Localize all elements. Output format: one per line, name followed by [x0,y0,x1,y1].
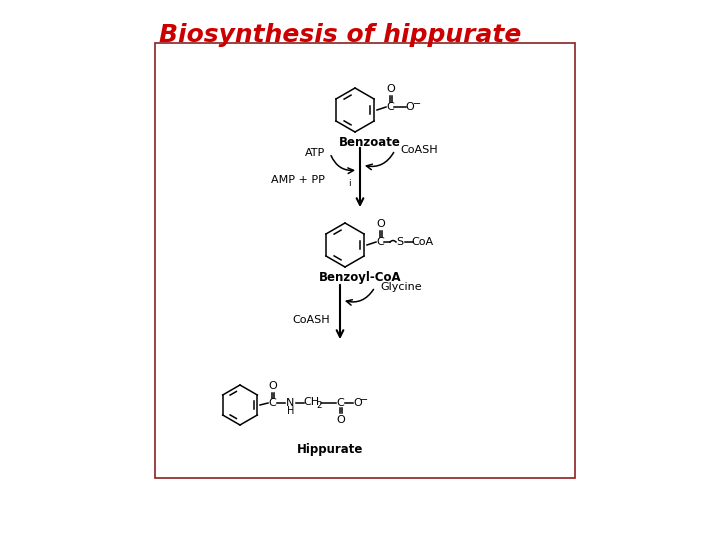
Text: CoASH: CoASH [400,145,438,155]
Text: −: − [360,395,368,405]
Text: O: O [269,381,277,391]
Text: C: C [268,398,276,408]
Text: O: O [354,398,362,408]
Text: S: S [397,237,404,247]
Bar [155,43,575,478]
Text: CoASH: CoASH [292,315,330,325]
Text: O: O [337,415,346,425]
Text: CoA: CoA [411,237,433,247]
Text: C: C [376,237,384,247]
Text: Biosynthesis of hippurate: Biosynthesis of hippurate [159,23,521,47]
Text: H: H [287,406,294,416]
Text: CH: CH [303,397,319,407]
Text: ATP: ATP [305,148,325,158]
Text: Benzoate: Benzoate [339,136,401,148]
Text: 2: 2 [316,402,322,410]
Text: Benzoyl-CoA: Benzoyl-CoA [319,272,401,285]
Text: O: O [377,219,385,229]
Text: O: O [405,102,415,112]
Text: C: C [336,398,344,408]
Text: O: O [387,84,395,94]
Text: AMP + PP: AMP + PP [271,175,325,185]
Text: −: − [413,99,421,109]
Text: N: N [286,398,294,408]
Text: Glycine: Glycine [380,282,422,292]
Text: i: i [348,179,351,187]
Text: C: C [386,102,394,112]
Text: Hippurate: Hippurate [297,443,363,456]
